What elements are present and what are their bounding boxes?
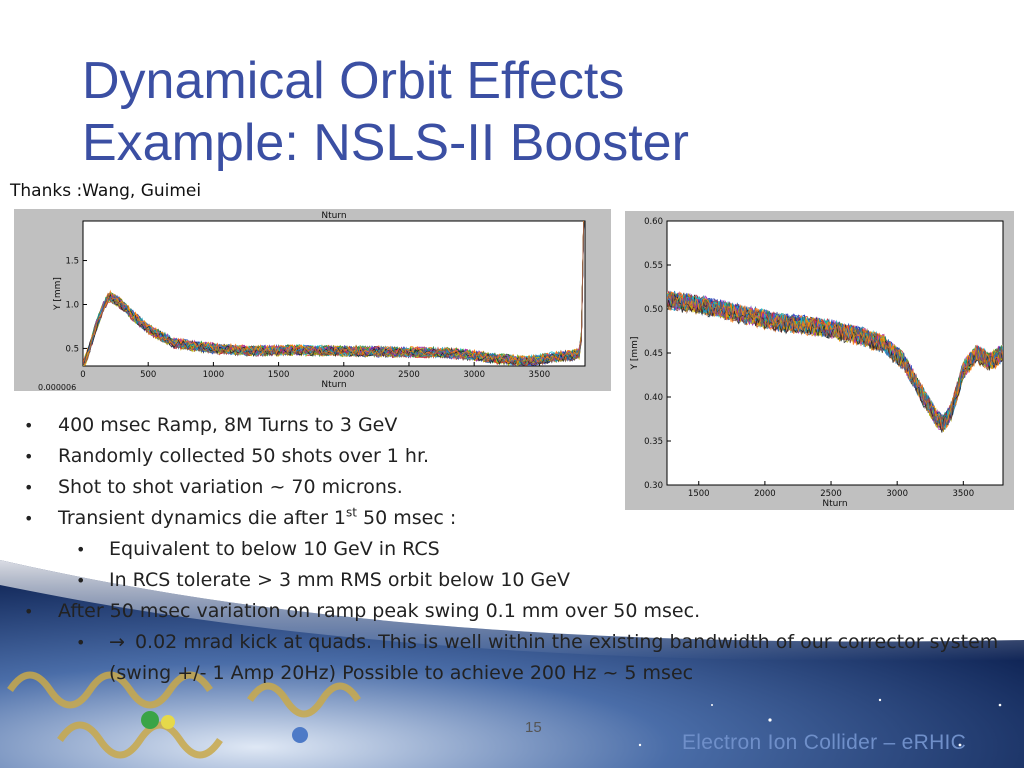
bullet-glyph: •	[24, 509, 34, 528]
title-line-2: Example: NSLS-II Booster	[82, 114, 689, 172]
y-tick-label: 0.30	[644, 481, 663, 491]
x-tick-label: 3500	[952, 489, 974, 499]
x-tick-label: 3000	[463, 370, 485, 380]
bullet-text-sup: st	[346, 505, 357, 520]
acknowledgement: Thanks :Wang, Guimei	[10, 181, 202, 201]
top-axis-label: Nturn	[321, 211, 346, 221]
bullet-glyph: •	[24, 416, 34, 435]
bullet-text: After 50 msec variation on ramp peak swi…	[58, 600, 701, 622]
x-tick-label: 2000	[333, 370, 355, 380]
bullet-glyph: •	[24, 478, 34, 497]
bullet-text: Randomly collected 50 shots over 1 hr.	[58, 445, 430, 467]
corner-label: 0.000006	[38, 383, 76, 391]
bullet-text: 400 msec Ramp, 8M Turns to 3 GeV	[58, 414, 398, 436]
y-tick-label: 1.0	[65, 300, 79, 310]
orbit-plot-zoomed: 1500 2000 2500 3000 3500 0.30 0.35 0.40 0.45 0.50…	[625, 211, 1014, 510]
bullet-text-pre: Transient dynamics die after 1	[58, 507, 347, 529]
x-tick-label: 3000	[886, 489, 908, 499]
y-tick-label: 0.45	[644, 349, 663, 359]
footer-brand: Electron Ion Collider – eRHIC	[682, 731, 967, 754]
x-tick-label: 500	[140, 370, 156, 380]
bullet-list: • 400 msec Ramp, 8M Turns to 3 GeV • Ran…	[0, 410, 1010, 689]
y-tick-label: 0.60	[644, 217, 663, 227]
bullet-glyph: •	[76, 571, 86, 590]
y-tick-label: 0.55	[644, 261, 663, 271]
plot-area	[666, 220, 1004, 486]
bullet-item: • 400 msec Ramp, 8M Turns to 3 GeV	[0, 410, 1010, 441]
sub-bullet-item: • Equivalent to below 10 GeV in RCS	[0, 534, 1010, 565]
bullet-text: Shot to shot variation ~ 70 microns.	[58, 476, 403, 498]
bullet-text: 0.02 mrad kick at quads. This is well wi…	[109, 631, 999, 684]
orbit-plot-full-ramp: 0 500 1000 1500 2000 2500 3000 3500 0.5 1.0 1.5 Ntu…	[14, 209, 611, 391]
x-axis-label: Nturn	[822, 499, 847, 509]
bullet-glyph: •	[24, 447, 34, 466]
slide-title: Dynamical Orbit Effects Example: NSLS-II…	[82, 50, 689, 174]
bullet-text: In RCS tolerate > 3 mm RMS orbit below 1…	[109, 569, 570, 591]
y-tick-label: 1.5	[65, 257, 79, 267]
sub-bullet-item: • → 0.02 mrad kick at quads. This is wel…	[0, 627, 1010, 689]
plot-area	[82, 220, 586, 367]
page-number: 15	[525, 719, 542, 736]
x-tick-label: 1500	[268, 370, 290, 380]
x-axis-label: Nturn	[321, 380, 346, 390]
bullet-item: • After 50 msec variation on ramp peak s…	[0, 596, 1010, 627]
bullet-glyph: •	[24, 602, 34, 621]
y-tick-label: 0.40	[644, 393, 663, 403]
sub-bullet-item: • In RCS tolerate > 3 mm RMS orbit below…	[0, 565, 1010, 596]
bullet-item: • Transient dynamics die after 1st 50 ms…	[0, 503, 1010, 534]
series-line	[83, 222, 585, 366]
series-line	[667, 291, 1003, 432]
bullet-text-post: 50 msec :	[356, 507, 457, 529]
bullet-item: • Randomly collected 50 shots over 1 hr.	[0, 441, 1010, 472]
y-axis-label: Y [mm]	[630, 337, 640, 371]
bullet-glyph: •	[76, 633, 86, 652]
y-axis-label: Y [mm]	[53, 277, 63, 311]
title-line-1: Dynamical Orbit Effects	[82, 52, 625, 110]
y-tick-label: 0.35	[644, 437, 663, 447]
bullet-text: Equivalent to below 10 GeV in RCS	[109, 538, 440, 560]
x-tick-label: 1000	[203, 370, 225, 380]
x-tick-label: 2000	[754, 489, 776, 499]
y-tick-label: 0.5	[65, 344, 79, 354]
series-line	[667, 291, 1003, 431]
y-tick-label: 0.50	[644, 305, 663, 315]
series-line	[83, 221, 584, 366]
x-tick-label: 3500	[529, 370, 551, 380]
x-tick-label: 1500	[688, 489, 710, 499]
x-tick-label: 2500	[398, 370, 420, 380]
x-tick-label: 2500	[820, 489, 842, 499]
bullet-item: • Shot to shot variation ~ 70 microns.	[0, 472, 1010, 503]
arrow-icon: →	[109, 631, 125, 653]
bullet-glyph: •	[76, 540, 86, 559]
series-group	[83, 221, 585, 366]
series-group	[667, 290, 1003, 433]
x-tick-label: 0	[80, 370, 85, 380]
